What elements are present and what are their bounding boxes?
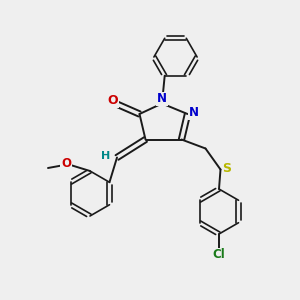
Text: H: H — [101, 151, 110, 161]
Text: O: O — [107, 94, 118, 107]
Text: O: O — [61, 157, 71, 170]
Text: N: N — [189, 106, 199, 119]
Text: Cl: Cl — [213, 248, 225, 262]
Text: N: N — [157, 92, 167, 106]
Text: S: S — [223, 161, 232, 175]
